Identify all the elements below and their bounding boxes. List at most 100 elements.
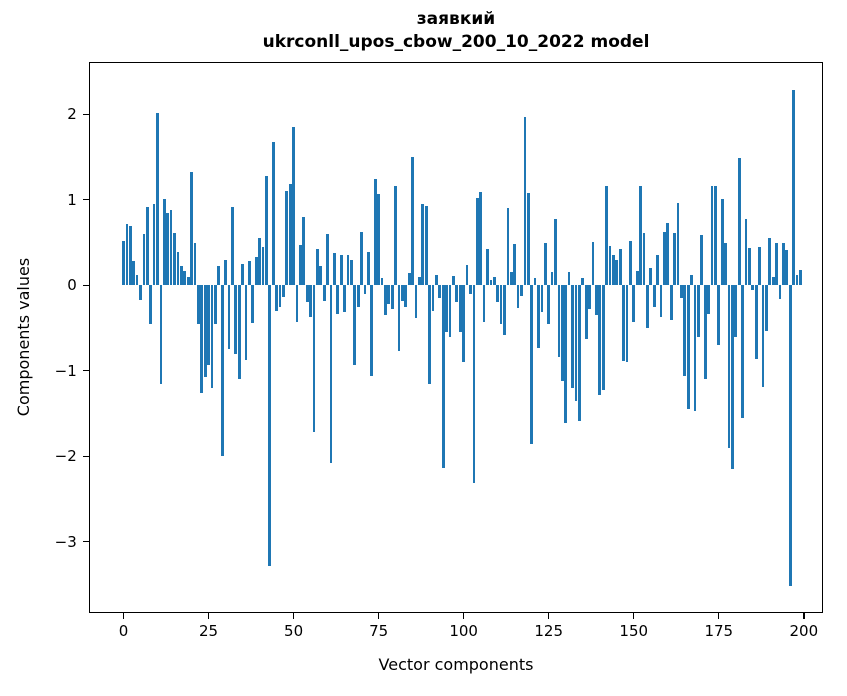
bar [727,285,731,448]
bar [710,186,714,286]
bar [431,285,435,311]
bar [697,285,700,337]
y-tick-label: −2 [54,447,77,466]
bar [377,193,380,286]
bar [482,285,486,323]
bar [336,285,340,314]
bar [135,275,139,286]
bar [472,285,476,483]
bar [162,198,166,286]
bar [183,270,187,286]
bar [407,273,411,286]
bar [486,249,489,286]
x-tick-label: 150 [619,621,649,640]
x-tick-mark [462,612,465,619]
bar [394,186,397,286]
bar [690,275,693,286]
bar [353,285,357,365]
bar [560,285,564,382]
bar [656,255,659,286]
bar [550,272,554,286]
bar [717,285,721,346]
bar [404,285,408,307]
bar [526,192,530,286]
chart-title: заявкий [416,9,496,29]
bar [282,285,285,298]
bar [574,285,578,401]
bar [312,285,316,432]
bar [264,175,268,286]
bar [316,249,319,286]
bar [516,285,520,309]
bar [700,234,704,286]
bar [176,251,180,286]
bar [210,285,214,388]
bar [319,265,323,286]
bar [734,285,738,338]
bar [122,240,125,286]
bar [799,269,802,286]
bar [628,240,632,286]
bar [350,259,353,286]
bar [370,285,374,376]
bar [543,243,547,286]
bar [564,285,568,423]
bar [224,259,227,286]
x-tick-mark [207,612,210,619]
bar [513,244,517,286]
bar [380,278,384,286]
y-tick-mark [82,370,89,372]
bar [492,276,496,286]
bar [159,285,163,384]
bar [445,285,449,333]
bar [128,226,132,286]
bar [693,285,697,411]
bar [703,285,707,380]
x-tick-label: 200 [789,621,819,640]
bar [254,257,258,286]
y-axis-label: Components values [14,257,33,417]
bar [390,285,394,310]
bar [384,285,387,316]
bar [247,261,251,286]
bar [288,184,292,286]
bar [649,268,653,286]
bar [625,285,629,363]
bar [652,285,656,307]
bar [608,245,612,286]
y-tick-label: −1 [54,361,77,380]
bar [795,275,799,286]
bar [775,243,778,286]
y-tick-label: 1 [67,190,77,209]
bar [584,285,588,340]
bar [509,272,513,286]
bar [673,233,676,286]
bar [601,285,605,390]
bar [605,186,608,286]
bar [758,246,761,286]
bar [200,285,204,394]
bar [397,285,401,352]
bar [367,251,370,286]
x-tick-mark [803,612,805,619]
bar [343,285,346,312]
bar [142,234,146,286]
bar [611,255,615,286]
bar [424,205,428,286]
bar [179,266,183,286]
bar [401,285,404,301]
bar [373,179,377,286]
y-tick-mark [82,284,89,286]
bar [533,277,537,286]
bar [792,90,795,286]
bar [571,285,574,388]
x-tick-label: 25 [198,621,219,640]
bar [680,285,683,299]
x-tick-mark [718,612,720,619]
bar [132,260,136,286]
bar [724,243,727,286]
bar [285,191,289,286]
y-tick-label: 0 [67,276,77,295]
